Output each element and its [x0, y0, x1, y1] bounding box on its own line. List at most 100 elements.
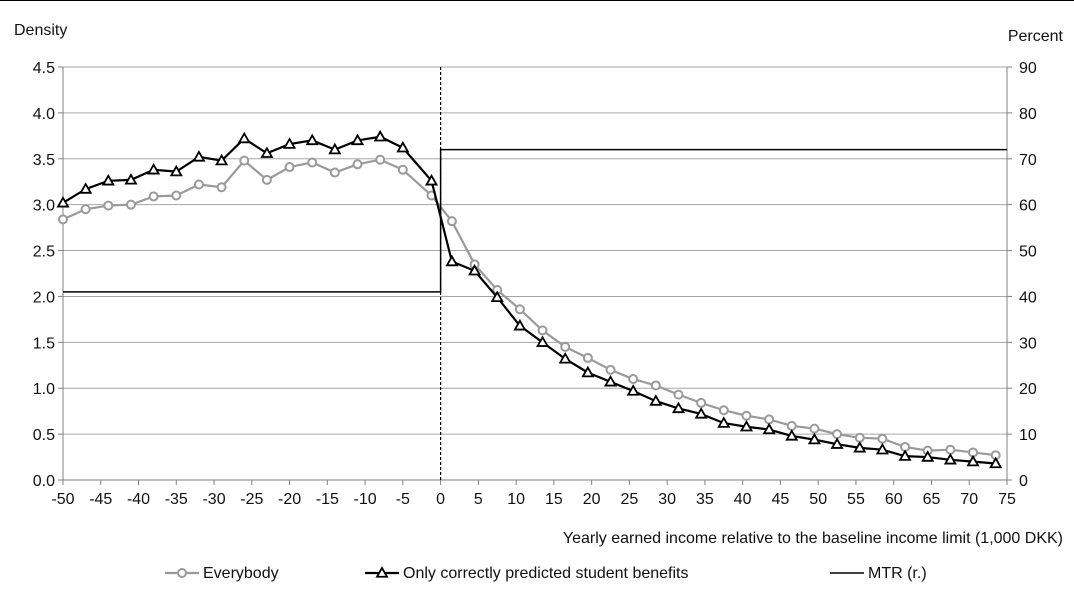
legend-item: MTR (r.) — [830, 565, 927, 582]
x-axis-title: Yearly earned income relative to the bas… — [563, 530, 1063, 547]
data-point — [445, 254, 459, 267]
legend-label: MTR (r.) — [868, 565, 927, 582]
y2-tick-label: 70 — [1019, 152, 1037, 169]
y2-tick-label: 90 — [1019, 60, 1037, 77]
data-point — [785, 429, 799, 441]
y-tick-label: 3.5 — [33, 152, 55, 169]
data-point — [169, 164, 183, 177]
x-tick-label: -25 — [240, 491, 263, 508]
data-point — [397, 164, 408, 175]
y-tick-label: 1.5 — [33, 335, 55, 352]
data-point — [628, 374, 639, 385]
data-point — [373, 129, 387, 142]
series-layer — [56, 129, 1007, 469]
data-point — [307, 157, 318, 168]
data-point — [786, 420, 797, 431]
data-point — [603, 374, 618, 387]
x-tick-label: 20 — [583, 491, 601, 508]
data-point — [626, 384, 640, 396]
data-point — [877, 433, 888, 444]
data-point — [853, 441, 867, 453]
y-tick-label: 3.0 — [33, 198, 55, 215]
data-point — [581, 365, 595, 378]
data-point — [696, 397, 707, 408]
x-tick-label: -30 — [202, 491, 225, 508]
series-everybody — [58, 154, 1001, 461]
data-point — [147, 162, 161, 175]
legend-label: Only correctly predicted student benefit… — [403, 565, 688, 582]
data-point — [350, 133, 365, 146]
data-point — [560, 341, 571, 352]
data-point — [283, 137, 297, 149]
data-point — [764, 414, 775, 425]
x-tick-label: 35 — [696, 491, 714, 508]
y2-tick-label: 40 — [1019, 289, 1037, 306]
y2-tick-label: 0 — [1019, 473, 1028, 490]
data-point — [832, 429, 843, 440]
y-axis-title: Density — [14, 22, 67, 39]
data-point — [694, 407, 708, 419]
data-point — [921, 450, 935, 462]
data-point — [79, 182, 93, 194]
data-point — [966, 454, 980, 467]
data-point — [717, 416, 731, 428]
data-point — [216, 182, 227, 193]
x-tick-label: -5 — [396, 491, 410, 508]
data-point — [830, 437, 844, 449]
data-point — [192, 150, 206, 162]
data-point — [671, 401, 686, 414]
data-point — [854, 432, 865, 443]
y-tick-label: 4.0 — [33, 106, 55, 123]
data-point — [148, 191, 159, 202]
x-tick-label: 65 — [923, 491, 941, 508]
series-line — [63, 148, 1007, 293]
x-tick-label: 15 — [545, 491, 563, 508]
series-line — [62, 158, 996, 457]
data-point — [125, 199, 136, 210]
legend-item: Only correctly predicted student benefit… — [365, 565, 688, 582]
data-point — [396, 140, 410, 153]
data-point — [898, 449, 912, 461]
legend-item: Everybody — [165, 565, 279, 582]
data-point — [329, 167, 340, 178]
series-only-correctly-predicted-student-benefits — [56, 129, 1003, 469]
data-point — [375, 566, 389, 578]
data-point — [124, 173, 138, 185]
x-tick-label: -40 — [127, 491, 150, 508]
y2-tick-label: 20 — [1019, 381, 1037, 398]
y-tick-label: 0.0 — [33, 473, 55, 490]
data-point — [673, 389, 684, 400]
data-point — [284, 162, 295, 173]
data-point — [582, 352, 593, 363]
data-point — [424, 173, 439, 186]
x-tick-label: -35 — [165, 491, 188, 508]
gridlines — [63, 66, 1007, 435]
data-point — [807, 432, 821, 445]
data-point — [103, 200, 114, 211]
data-point — [650, 380, 661, 391]
y2-tick-label: 30 — [1019, 335, 1037, 352]
data-point — [171, 190, 182, 201]
legend-label: Everybody — [203, 565, 279, 582]
x-tick-label: 25 — [621, 491, 639, 508]
data-point — [943, 452, 957, 465]
data-point — [739, 419, 754, 432]
data-point — [513, 318, 527, 331]
data-point — [237, 131, 251, 144]
y2-axis-title: Percent — [1008, 28, 1064, 45]
data-point — [537, 325, 548, 336]
legend: Everybody Only correctly predicted studen… — [165, 565, 927, 582]
y-tick-label: 2.0 — [33, 289, 55, 306]
y2-tick-label: 80 — [1019, 106, 1037, 123]
data-point — [328, 142, 342, 155]
data-point — [239, 155, 250, 166]
data-point — [260, 146, 274, 158]
data-point — [649, 394, 663, 406]
y-tick-label: 0.5 — [33, 427, 55, 444]
tick-labels: 0.0 0.5 1.0 1.5 2.0 2.5 3.0 3.5 4.0 4.5 0 10 20 30 40 5… — [33, 60, 1037, 508]
y2-tick-label: 60 — [1019, 198, 1037, 215]
x-tick-label: 55 — [847, 491, 865, 508]
data-point — [80, 204, 91, 215]
data-point — [177, 568, 187, 578]
